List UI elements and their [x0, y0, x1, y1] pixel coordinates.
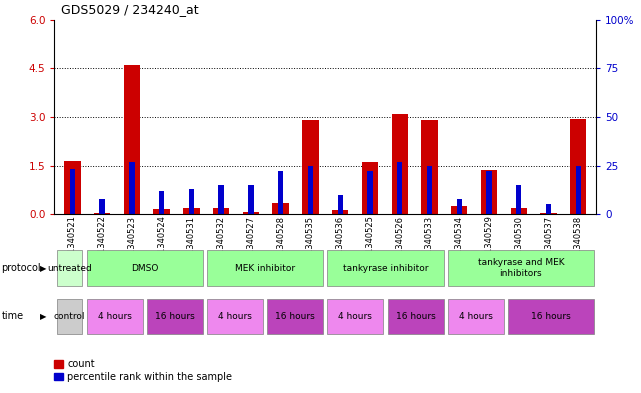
Bar — [147, 299, 203, 334]
Bar — [328, 299, 383, 334]
Text: 4 hours: 4 hours — [218, 312, 252, 321]
Bar — [183, 208, 199, 214]
Bar — [213, 208, 229, 214]
Text: 4 hours: 4 hours — [459, 312, 493, 321]
Bar — [388, 299, 444, 334]
Bar — [328, 250, 444, 286]
Bar — [56, 250, 83, 286]
Bar — [362, 162, 378, 214]
Text: protocol: protocol — [1, 263, 41, 273]
Bar — [207, 299, 263, 334]
Bar — [338, 195, 343, 214]
Text: GDS5029 / 234240_at: GDS5029 / 234240_at — [61, 3, 199, 16]
Bar — [70, 169, 75, 214]
Bar — [392, 114, 408, 214]
Bar — [159, 191, 164, 214]
Bar — [248, 185, 254, 214]
Bar — [303, 120, 319, 214]
Bar — [87, 299, 143, 334]
Text: 16 hours: 16 hours — [395, 312, 435, 321]
Bar — [576, 165, 581, 214]
Bar — [397, 162, 403, 214]
Bar — [267, 299, 323, 334]
Bar — [207, 250, 323, 286]
Text: MEK inhibitor: MEK inhibitor — [235, 264, 296, 272]
Bar — [516, 185, 521, 214]
Text: 4 hours: 4 hours — [97, 312, 131, 321]
Bar — [451, 206, 467, 214]
Bar — [540, 213, 556, 214]
Bar — [99, 198, 104, 214]
Bar — [570, 119, 587, 214]
Bar — [546, 204, 551, 214]
Bar — [332, 210, 348, 214]
Bar — [508, 299, 594, 334]
Bar — [56, 299, 83, 334]
Legend: count, percentile rank within the sample: count, percentile rank within the sample — [50, 356, 236, 386]
Bar — [124, 65, 140, 214]
Bar — [188, 189, 194, 214]
Bar — [427, 165, 432, 214]
Bar — [487, 171, 492, 214]
Bar — [94, 213, 110, 214]
Text: control: control — [54, 312, 85, 321]
Bar — [511, 208, 527, 214]
Bar — [278, 171, 283, 214]
Bar — [64, 161, 81, 214]
Bar — [272, 203, 289, 214]
Bar — [87, 250, 203, 286]
Text: 16 hours: 16 hours — [531, 312, 571, 321]
Text: untreated: untreated — [47, 264, 92, 272]
Bar — [243, 211, 259, 214]
Text: tankyrase inhibitor: tankyrase inhibitor — [343, 264, 428, 272]
Text: 16 hours: 16 hours — [155, 312, 195, 321]
Text: ▶: ▶ — [40, 312, 46, 321]
Bar — [448, 299, 504, 334]
Text: DMSO: DMSO — [131, 264, 158, 272]
Bar — [129, 162, 135, 214]
Bar — [367, 171, 372, 214]
Bar — [448, 250, 594, 286]
Bar — [481, 171, 497, 214]
Bar — [421, 120, 438, 214]
Text: ▶: ▶ — [40, 264, 46, 272]
Bar — [153, 209, 170, 214]
Text: 4 hours: 4 hours — [338, 312, 372, 321]
Bar — [219, 185, 224, 214]
Bar — [308, 165, 313, 214]
Bar — [456, 198, 462, 214]
Text: 16 hours: 16 hours — [276, 312, 315, 321]
Text: time: time — [1, 311, 24, 321]
Text: tankyrase and MEK
inhibitors: tankyrase and MEK inhibitors — [478, 258, 564, 278]
